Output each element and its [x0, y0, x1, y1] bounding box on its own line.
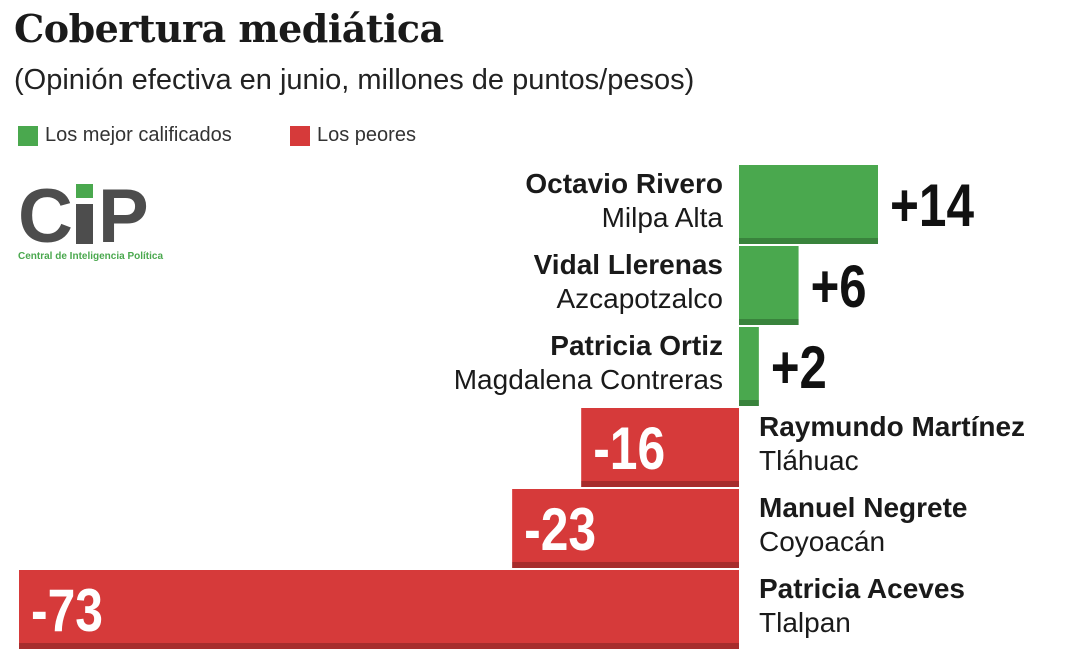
bar-name-label: Patricia Aceves: [759, 573, 965, 604]
value-label: -16: [593, 415, 665, 482]
value-label: +14: [890, 172, 975, 239]
bar-shadow: [512, 562, 739, 568]
bar-district-label: Magdalena Contreras: [454, 364, 723, 395]
svg-text:C: C: [18, 180, 71, 246]
bar: [739, 246, 799, 325]
bar-shadow: [581, 481, 739, 487]
bar-district-label: Tláhuac: [759, 445, 859, 476]
bar: [19, 570, 739, 649]
legend-item-best: Los mejor calificados: [18, 124, 232, 147]
bar: [739, 165, 878, 244]
bar: [581, 408, 739, 487]
bar-name-label: Octavio Rivero: [525, 168, 723, 199]
value-label: +6: [811, 253, 867, 320]
cip-logo-subtitle: Central de Inteligencia Política: [18, 251, 164, 262]
bar-shadow: [739, 319, 799, 325]
bar-shadow: [739, 400, 759, 406]
bar-shadow: [19, 643, 739, 649]
legend-swatch-green: [18, 125, 38, 146]
svg-text:P: P: [98, 180, 147, 246]
bar: [739, 327, 759, 406]
bar-name-label: Manuel Negrete: [759, 492, 968, 523]
cip-logo: C P Central de Inteligencia Política: [18, 180, 168, 262]
bar-name-label: Vidal Llerenas: [534, 249, 723, 280]
legend-label-worst: Los peores: [317, 124, 416, 146]
value-label: +2: [771, 334, 827, 401]
bar-district-label: Milpa Alta: [602, 202, 724, 233]
legend-item-worst: Los peores: [290, 124, 416, 147]
value-label: -23: [524, 496, 596, 563]
bar: [512, 489, 739, 568]
bar-shadow: [739, 238, 878, 244]
chart-subtitle: (Opinión efectiva en junio, millones de …: [14, 64, 695, 96]
bar-district-label: Coyoacán: [759, 526, 885, 557]
cip-logo-mark: C P: [18, 180, 149, 246]
bar-district-label: Tlalpan: [759, 607, 851, 638]
legend-label-best: Los mejor calificados: [45, 124, 232, 146]
bar-name-label: Raymundo Martínez: [759, 411, 1025, 442]
value-label: -73: [31, 577, 103, 644]
legend-swatch-red: [290, 125, 310, 146]
bar-district-label: Azcapotzalco: [556, 283, 723, 314]
chart-title: Cobertura mediática: [14, 6, 444, 51]
bar-name-label: Patricia Ortiz: [550, 330, 723, 361]
